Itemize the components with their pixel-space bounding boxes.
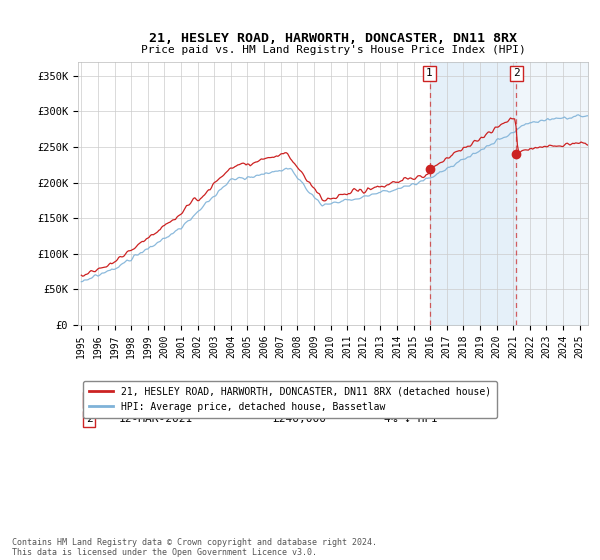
Text: £218,995: £218,995: [272, 395, 326, 405]
Text: 10% ↑ HPI: 10% ↑ HPI: [384, 395, 445, 405]
Legend: 21, HESLEY ROAD, HARWORTH, DONCASTER, DN11 8RX (detached house), HPI: Average pr: 21, HESLEY ROAD, HARWORTH, DONCASTER, DN…: [83, 381, 497, 418]
Text: 2: 2: [86, 414, 92, 424]
Text: 2: 2: [513, 68, 520, 78]
Text: £240,000: £240,000: [272, 414, 326, 424]
Title: 21, HESLEY ROAD, HARWORTH, DONCASTER, DN11 8RX: 21, HESLEY ROAD, HARWORTH, DONCASTER, DN…: [149, 32, 517, 45]
Text: 1: 1: [86, 395, 92, 405]
Text: 1: 1: [426, 68, 433, 78]
Text: Contains HM Land Registry data © Crown copyright and database right 2024.
This d: Contains HM Land Registry data © Crown c…: [12, 538, 377, 557]
Text: 12-MAR-2021: 12-MAR-2021: [119, 414, 193, 424]
Text: 4% ↓ HPI: 4% ↓ HPI: [384, 414, 438, 424]
Text: 16-DEC-2015: 16-DEC-2015: [119, 395, 193, 405]
Text: Price paid vs. HM Land Registry's House Price Index (HPI): Price paid vs. HM Land Registry's House …: [140, 45, 526, 55]
